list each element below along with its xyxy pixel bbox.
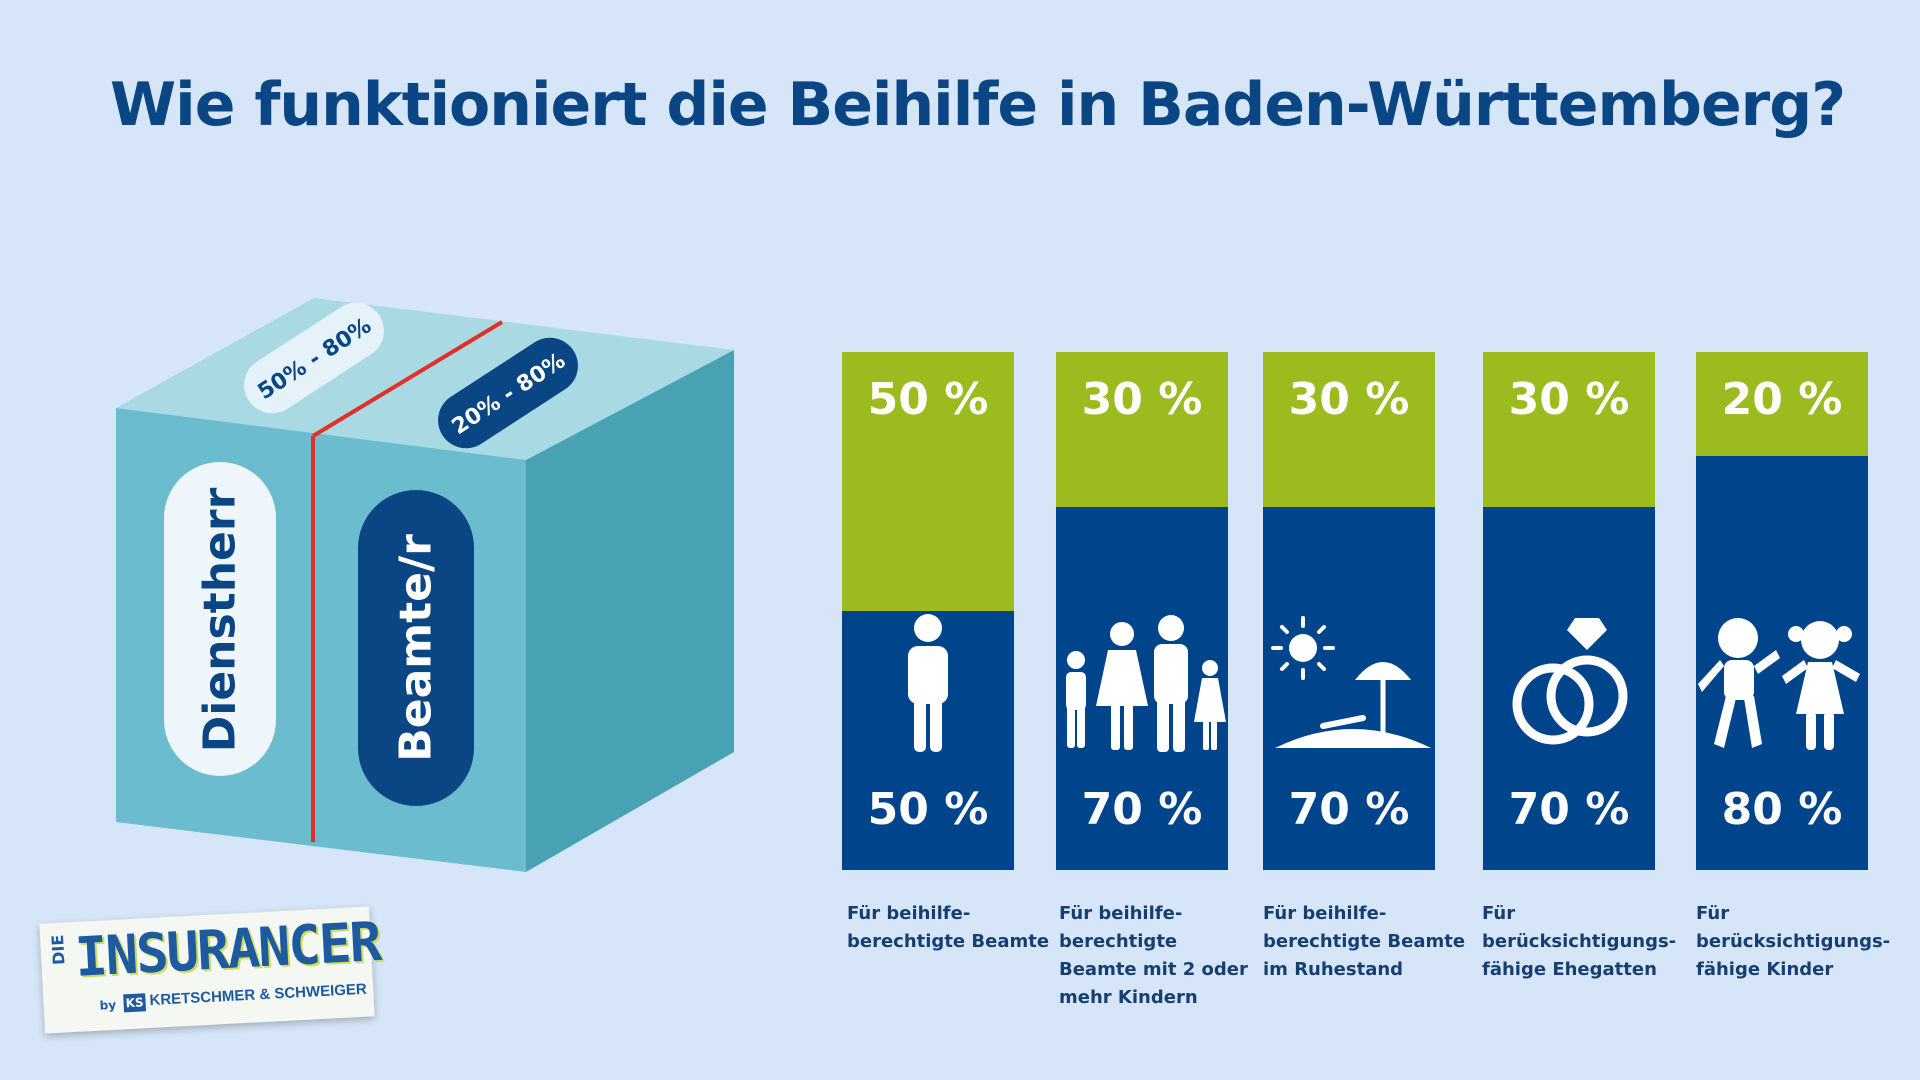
cube-divider-top bbox=[311, 320, 504, 438]
bar-top-segment bbox=[1483, 352, 1655, 508]
top-percent: 50 % bbox=[867, 374, 989, 425]
bar-beamte-kinder: 30 % 70 % bbox=[1056, 352, 1228, 870]
bar-caption-ruhestand: Für beihilfe- berechtigte Beamte im Ruhe… bbox=[1263, 903, 1466, 980]
family-icon bbox=[1066, 615, 1226, 752]
dienstherr-label: Dienstherr bbox=[195, 487, 246, 752]
top-percent: 30 % bbox=[1081, 374, 1203, 425]
top-percent: 30 % bbox=[1288, 374, 1410, 425]
top-left-tag-bg bbox=[244, 302, 384, 414]
page-title: Wie funktioniert die Beihilfe in Baden-W… bbox=[110, 70, 1846, 140]
bottom-percent: 80 % bbox=[1721, 784, 1843, 835]
bar-top-segment bbox=[1056, 352, 1228, 508]
bar-caption-beamte-kinder: Für beihilfe- berechtigte Beamte mit 2 o… bbox=[1059, 903, 1248, 1008]
children-icon bbox=[1698, 618, 1860, 750]
person-icon bbox=[908, 614, 948, 752]
logo-by: by bbox=[99, 997, 117, 1013]
bar-top-segment bbox=[842, 352, 1014, 611]
bar-top-segment bbox=[1263, 352, 1435, 508]
insurancer-logo: DIE INSURANCER by KS KRETSCHMER & SCHWEI… bbox=[39, 906, 381, 1034]
logo-prefix: DIE bbox=[47, 934, 69, 966]
dienstherr-pill bbox=[164, 462, 276, 776]
beamter-label: Beamte/r bbox=[391, 534, 442, 762]
bar-kinder: 20 % 80 % bbox=[1696, 352, 1868, 870]
beamter-pill bbox=[358, 490, 474, 806]
bar-caption-kinder: Für berücksichtigungs- fähige Kinder bbox=[1696, 903, 1891, 980]
logo-ks-mark: KS bbox=[123, 993, 147, 1013]
bar-ehegatten: 30 % 70 % bbox=[1483, 352, 1655, 870]
bottom-percent: 70 % bbox=[1508, 784, 1630, 835]
cube-diagram: 50% - 80% 20% - 80% Dienstherr Beamte/r bbox=[116, 298, 734, 872]
cube-top-face bbox=[116, 298, 734, 460]
bar-caption-beamte: Für beihilfe- berechtigte Beamte bbox=[847, 903, 1050, 952]
bottom-percent: 70 % bbox=[1288, 784, 1410, 835]
bottom-percent: 70 % bbox=[1081, 784, 1203, 835]
beach-icon bbox=[1271, 616, 1431, 748]
top-right-tag-bg bbox=[438, 337, 578, 449]
bar-ruhestand: 30 % 70 % bbox=[1263, 352, 1435, 870]
bar-top-segment bbox=[1696, 352, 1868, 456]
bar-caption-ehegatten: Für berücksichtigungs- fähige Ehegatten bbox=[1482, 903, 1677, 980]
bottom-percent: 50 % bbox=[867, 784, 989, 835]
top-percent: 30 % bbox=[1508, 374, 1630, 425]
rings-icon bbox=[1512, 618, 1628, 745]
cube-side-face bbox=[526, 350, 734, 872]
top-percent: 20 % bbox=[1721, 374, 1843, 425]
bar-beamte: 50 % 50 % bbox=[842, 352, 1014, 870]
